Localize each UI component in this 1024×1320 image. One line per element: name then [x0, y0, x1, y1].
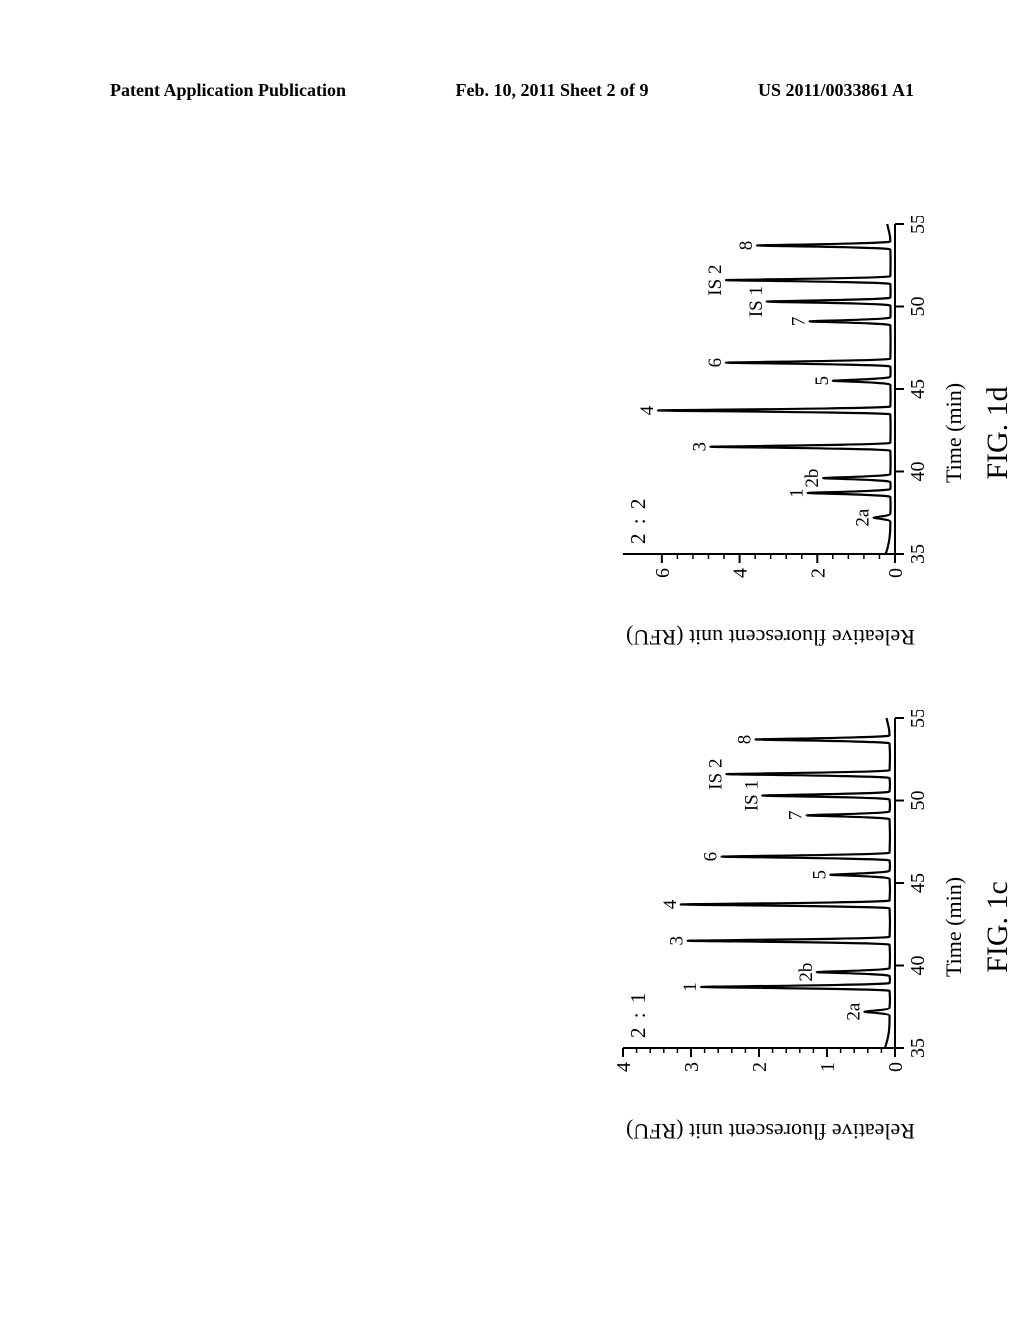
svg-text:0: 0 [885, 568, 907, 578]
svg-text:1: 1 [817, 1062, 839, 1072]
svg-text:2b: 2b [796, 963, 817, 982]
svg-text:2b: 2b [802, 469, 823, 488]
fig-1d-ylabel: Releative fluorescent unit (RFU) [626, 624, 915, 650]
svg-text:2a: 2a [843, 1002, 864, 1021]
fig-1d-caption: FIG. 1d [981, 386, 1015, 479]
fig-1d-xlabel: Time (min) [941, 383, 967, 483]
svg-text:8: 8 [735, 735, 756, 745]
svg-text:3: 3 [667, 936, 688, 946]
svg-text:35: 35 [907, 1038, 929, 1058]
fig-1d-svg: 024635404550552 : 22a12b34567IS 1IS 28 [605, 216, 935, 616]
svg-text:IS 1: IS 1 [746, 286, 767, 317]
fig-1c-ylabel: Releative fluorescent unit (RFU) [626, 1118, 915, 1144]
svg-text:5: 5 [809, 870, 830, 880]
fig-1c-caption: FIG. 1c [981, 881, 1015, 973]
svg-text:45: 45 [907, 379, 929, 399]
svg-text:2: 2 [749, 1062, 771, 1072]
patent-header: Patent Application Publication Feb. 10, … [0, 80, 1024, 101]
svg-text:IS 1: IS 1 [741, 780, 762, 811]
charts-row: Releative fluorescent unit (RFU) 0123435… [0, 295, 1015, 1065]
fig-1c-xlabel: Time (min) [941, 877, 967, 977]
svg-text:2a: 2a [853, 508, 874, 527]
svg-text:1: 1 [787, 488, 808, 498]
svg-text:1: 1 [680, 982, 701, 992]
svg-text:6: 6 [701, 852, 722, 862]
svg-text:6: 6 [705, 358, 726, 368]
svg-text:IS 2: IS 2 [705, 759, 726, 790]
svg-text:0: 0 [885, 1062, 907, 1072]
svg-text:IS 2: IS 2 [705, 265, 726, 296]
figure-panel: Releative fluorescent unit (RFU) 0123435… [0, 295, 1015, 1065]
svg-text:8: 8 [736, 241, 757, 251]
svg-text:4: 4 [613, 1062, 635, 1072]
svg-text:45: 45 [907, 873, 929, 893]
svg-text:6: 6 [652, 568, 674, 578]
svg-text:2: 2 [807, 568, 829, 578]
svg-text:3: 3 [681, 1062, 703, 1072]
svg-text:4: 4 [637, 405, 658, 415]
svg-text:40: 40 [907, 462, 929, 482]
fig-1c-svg: 0123435404550552 : 12a12b34567IS 1IS 28 [605, 710, 935, 1110]
fig-1c-block: Releative fluorescent unit (RFU) 0123435… [605, 710, 1015, 1144]
fig-1d-wrapper: Releative fluorescent unit (RFU) 0246354… [605, 216, 935, 650]
svg-text:3: 3 [689, 442, 710, 452]
fig-1d-block: Releative fluorescent unit (RFU) 0246354… [605, 216, 1015, 650]
svg-text:55: 55 [907, 710, 929, 728]
svg-text:4: 4 [660, 899, 681, 909]
header-right: US 2011/0033861 A1 [758, 80, 914, 101]
svg-text:7: 7 [789, 317, 810, 327]
svg-text:4: 4 [730, 568, 752, 578]
svg-text:2 : 1: 2 : 1 [626, 991, 650, 1038]
svg-text:2 : 2: 2 : 2 [626, 497, 650, 544]
header-center: Feb. 10, 2011 Sheet 2 of 9 [456, 80, 649, 101]
svg-text:5: 5 [812, 376, 833, 386]
fig-1c-wrapper: Releative fluorescent unit (RFU) 0123435… [605, 710, 935, 1144]
svg-text:7: 7 [786, 811, 807, 821]
svg-text:50: 50 [907, 297, 929, 317]
svg-text:40: 40 [907, 956, 929, 976]
svg-text:55: 55 [907, 216, 929, 234]
svg-text:50: 50 [907, 791, 929, 811]
header-left: Patent Application Publication [110, 80, 346, 101]
svg-text:35: 35 [907, 544, 929, 564]
